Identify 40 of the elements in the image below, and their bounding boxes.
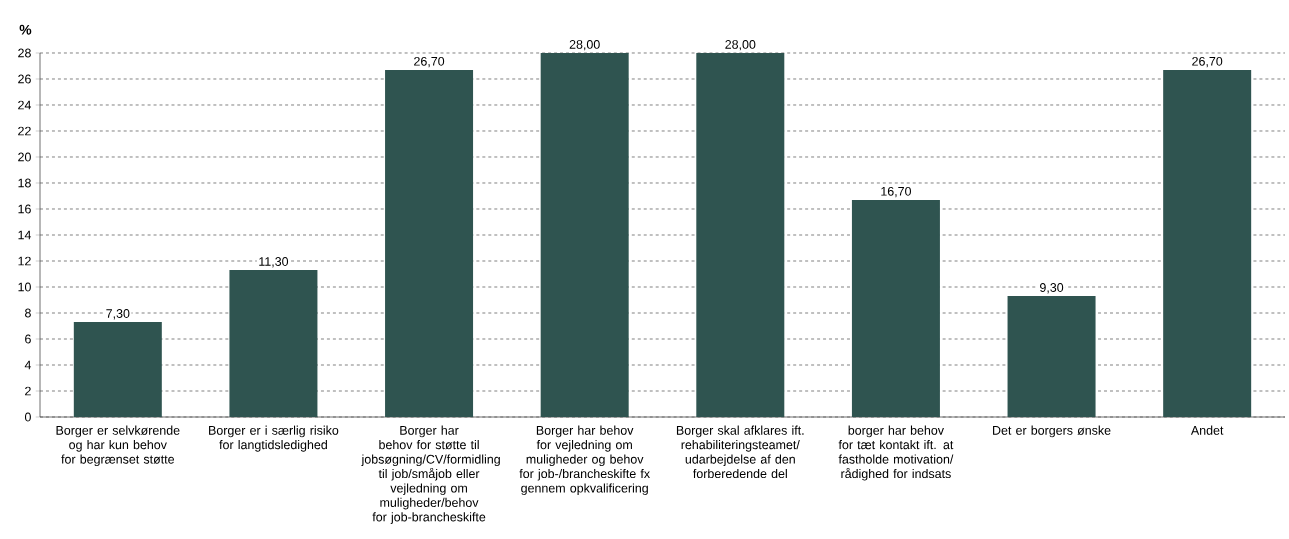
y-tick-label: 22 [18,126,31,136]
data-label: 28,00 [725,40,756,51]
y-tick-label: 0 [24,412,31,422]
data-label: 26,70 [1192,56,1223,68]
x-tick-label: Borger er selvkørende og har kun behov for begrænset støtte [56,425,180,467]
x-tick-label: Borger har behov for vejledning om muligheder og behov for job-/brancheskifte fx gennem opkvalificering [519,425,650,495]
y-tick-label: 12 [18,256,31,266]
bar [385,69,474,417]
y-tick-label: 2 [25,386,31,396]
y-tick-label: 8 [25,308,31,318]
y-tick-label: 26 [18,74,31,84]
data-label: 16,70 [881,186,912,198]
x-tick-label: Det er borgers ønske [993,425,1111,438]
x-tick-label: borger har behov for tæt kontakt ift. at fastholde motivation/ rådighed for indsats [838,425,954,481]
bar [229,270,318,417]
bar [1007,296,1096,417]
bar [1163,69,1252,417]
y-tick-label: 28 [18,48,31,58]
x-tick-label: Borger er i særlig risiko for langtidsledighed [209,425,339,452]
data-label: 28,00 [569,40,600,51]
data-label: 9,30 [1040,283,1064,294]
y-tick-label: 6 [25,334,31,344]
x-tick-label: Borger skal afklares ift. rehabiliteringsteamet/ udarbejdelse af den forberedende del [676,425,804,479]
bar [540,53,629,417]
y-tick-label: 14 [18,230,32,240]
bar [73,322,162,417]
x-tick-label: Andet [1190,425,1224,435]
y-tick-label: 18 [18,178,31,188]
data-label: 7,30 [106,309,130,320]
data-label: 26,70 [414,56,445,68]
bar [851,199,940,417]
y-tick-label: 20 [18,152,31,162]
y-tick-label: 10 [18,282,31,292]
y-tick-label: 24 [18,100,32,110]
data-label: 11,30 [259,257,289,268]
y-tick-label: 16 [18,204,31,214]
bar [696,53,785,417]
x-tick-label: Borger har behov for støtte til jobsøgning/CV/formidling til job/småjob eller vejledning om muligheder/behov for job-brancheskifte [361,425,500,524]
y-tick-label: 4 [24,360,32,370]
y-axis-title: % [19,24,32,35]
